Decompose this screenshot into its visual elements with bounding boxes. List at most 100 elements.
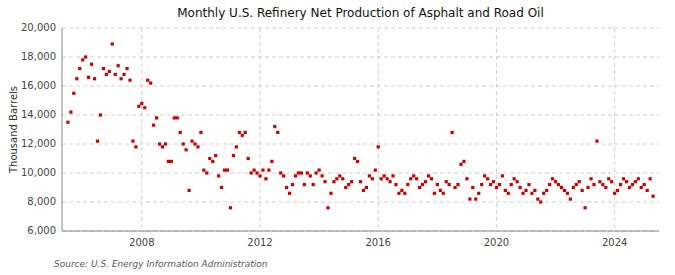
y-tick-label: 16,000 <box>21 80 56 91</box>
point <box>205 171 208 174</box>
point <box>309 174 312 177</box>
grid <box>62 28 659 231</box>
point <box>533 189 536 192</box>
point <box>241 134 244 137</box>
point <box>273 125 276 128</box>
point <box>539 200 542 203</box>
point <box>628 186 631 189</box>
point <box>581 189 584 192</box>
point <box>232 154 235 157</box>
point <box>117 64 120 67</box>
point <box>619 183 622 186</box>
point <box>569 198 572 201</box>
point <box>312 183 315 186</box>
point <box>146 79 149 82</box>
y-axis-line <box>62 28 63 231</box>
grid-line-y <box>62 115 659 116</box>
point <box>114 73 117 76</box>
point <box>155 116 158 119</box>
title: Monthly U.S. Refinery Net Production of … <box>177 6 544 20</box>
point <box>152 124 155 127</box>
y-tick-label: 12,000 <box>21 138 56 149</box>
point <box>651 195 654 198</box>
point <box>495 186 498 189</box>
point <box>545 189 548 192</box>
point <box>507 192 510 195</box>
point <box>125 67 128 70</box>
point <box>456 183 459 186</box>
point <box>72 92 75 95</box>
point <box>524 189 527 192</box>
point <box>288 192 291 195</box>
point <box>128 79 131 82</box>
point <box>291 183 294 186</box>
point <box>202 169 205 172</box>
point <box>264 177 267 180</box>
point <box>380 177 383 180</box>
x-tick-label: 2008 <box>129 237 154 248</box>
point <box>451 131 454 134</box>
point <box>566 192 569 195</box>
point <box>220 186 223 189</box>
point <box>637 177 640 180</box>
point <box>388 180 391 183</box>
point <box>578 180 581 183</box>
point <box>477 192 480 195</box>
point <box>131 140 134 143</box>
point <box>453 186 456 189</box>
point <box>362 189 365 192</box>
point <box>140 102 143 105</box>
point <box>223 169 226 172</box>
point <box>409 177 412 180</box>
point <box>371 177 374 180</box>
point <box>400 189 403 192</box>
grid-line-y <box>62 57 659 58</box>
point <box>253 169 256 172</box>
point <box>332 180 335 183</box>
point <box>649 177 652 180</box>
point <box>448 183 451 186</box>
point <box>81 58 84 61</box>
y-tick-label: 10,000 <box>21 167 56 178</box>
point <box>421 183 424 186</box>
point <box>193 142 196 145</box>
point <box>90 63 93 66</box>
point <box>167 160 170 163</box>
point <box>211 160 214 163</box>
point <box>643 183 646 186</box>
point <box>66 121 69 124</box>
grid-line-x <box>260 28 261 231</box>
point <box>303 183 306 186</box>
point <box>383 174 386 177</box>
point <box>424 180 427 183</box>
point <box>320 174 323 177</box>
point <box>258 174 261 177</box>
point <box>84 55 87 58</box>
point <box>516 180 519 183</box>
point <box>607 177 610 180</box>
point <box>504 189 507 192</box>
point <box>557 183 560 186</box>
x-tick-label: 2020 <box>484 237 509 248</box>
point <box>586 186 589 189</box>
point <box>513 177 516 180</box>
point <box>468 198 471 201</box>
point <box>244 131 247 134</box>
point <box>170 160 173 163</box>
point <box>120 77 123 80</box>
point <box>359 180 362 183</box>
point <box>93 77 96 80</box>
point <box>185 148 188 151</box>
grid-line-x <box>378 28 379 231</box>
point <box>134 145 137 148</box>
point <box>575 183 578 186</box>
grid-line-y <box>62 202 659 203</box>
point <box>149 82 152 85</box>
point <box>158 142 161 145</box>
point <box>300 171 303 174</box>
point <box>122 73 125 76</box>
point <box>394 183 397 186</box>
point <box>368 174 371 177</box>
x-tick-label: 2016 <box>366 237 391 248</box>
point <box>462 160 465 163</box>
